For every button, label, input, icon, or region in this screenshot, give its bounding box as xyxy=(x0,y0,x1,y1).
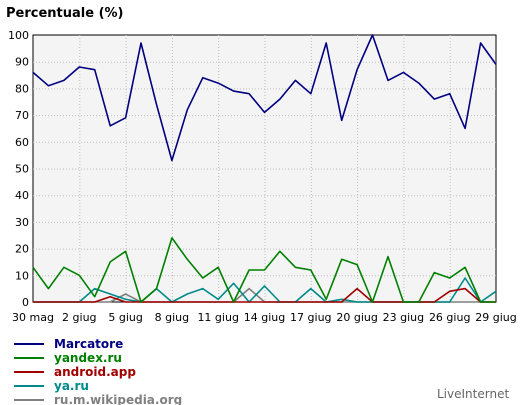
x-tick-label: 29 giug xyxy=(475,311,517,324)
y-tick-label: 30 xyxy=(15,216,29,229)
x-tick-label: 14 giug xyxy=(244,311,286,324)
chart-title: Percentuale (%) xyxy=(6,6,123,21)
y-tick-label: 40 xyxy=(15,189,29,202)
liveinternet-brand: LiveInternet xyxy=(437,387,509,401)
y-tick-label: 20 xyxy=(15,243,29,256)
x-tick-label: 23 giug xyxy=(383,311,425,324)
y-tick-label: 60 xyxy=(15,136,29,149)
x-tick-label: 30 mag xyxy=(12,311,54,324)
y-tick-label: 70 xyxy=(15,109,29,122)
x-tick-label: 11 giug xyxy=(197,311,239,324)
y-tick-label: 10 xyxy=(15,269,29,282)
series-line-marcatore xyxy=(32,34,497,162)
legend-label: Marcatore xyxy=(54,337,123,351)
x-tick-label: 2 giug xyxy=(62,311,97,324)
legend-label: ru.m.wikipedia.org xyxy=(54,393,182,405)
series-line-yandex-ru xyxy=(32,237,496,303)
x-tick-label: 5 giug xyxy=(108,311,143,324)
legend-label: android.app xyxy=(54,365,136,379)
y-tick-label: 90 xyxy=(15,56,29,69)
x-tick-label: 26 giug xyxy=(429,311,471,324)
y-tick-label: 100 xyxy=(8,29,29,42)
y-tick-label: 0 xyxy=(22,296,29,309)
legend-label: ya.ru xyxy=(54,379,89,393)
x-tick-label: 8 giug xyxy=(155,311,190,324)
legend-label: yandex.ru xyxy=(54,351,122,365)
x-tick-label: 17 giug xyxy=(290,311,332,324)
y-tick-label: 80 xyxy=(15,82,29,95)
y-tick-label: 50 xyxy=(15,163,29,176)
x-tick-label: 20 giug xyxy=(336,311,378,324)
